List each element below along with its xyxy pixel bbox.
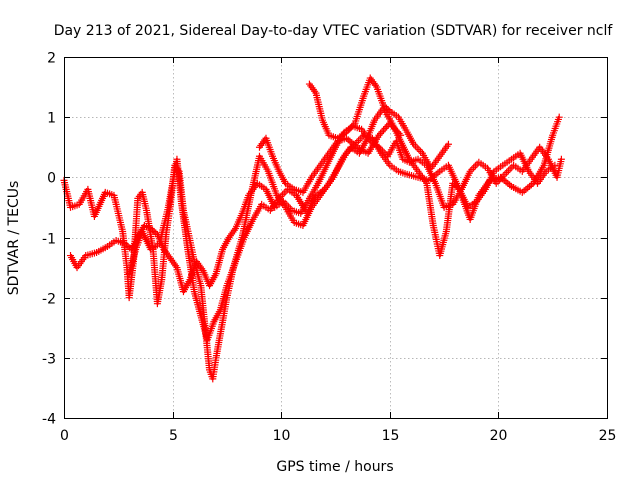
y-tick-label: 0	[47, 171, 56, 187]
data-point-fill	[150, 227, 158, 235]
data-point-fill	[395, 129, 403, 137]
data-point-fill	[392, 126, 400, 134]
data-point-fill	[384, 106, 392, 114]
series-track-b	[67, 122, 565, 296]
y-tick-label: -4	[42, 412, 56, 428]
data-point-fill	[149, 226, 157, 234]
data-point-fill	[504, 167, 512, 175]
data-point-fill	[378, 128, 386, 136]
data-point-fill	[381, 124, 389, 132]
series-track-e	[255, 119, 405, 196]
data-point-fill	[387, 121, 395, 129]
data-point-fill	[383, 104, 391, 112]
data-point-fill	[394, 128, 402, 136]
y-tick-label: -3	[42, 352, 56, 368]
series-track-c	[125, 104, 559, 344]
data-point-fill	[452, 182, 460, 190]
data-point	[386, 119, 394, 127]
x-tick-label: 15	[382, 428, 400, 444]
data-point	[379, 101, 387, 109]
data-point	[557, 155, 565, 163]
data-point-fill	[124, 243, 132, 251]
data-point	[555, 113, 563, 121]
y-tick-label: 2	[47, 51, 56, 67]
axis-ticks: 0 5 10 15 20 25 -4 -3 -2 -1 0 1 2	[42, 51, 616, 445]
data-point-fill	[454, 184, 462, 192]
data-point-fill	[355, 137, 363, 145]
y-axis-label: SDTVAR / TECUs	[6, 181, 22, 296]
y-tick-label: 1	[47, 111, 56, 127]
data-point-fill	[381, 103, 389, 111]
x-tick-label: 10	[273, 428, 291, 444]
data-point	[551, 161, 559, 169]
data-point	[397, 131, 405, 139]
data-point-fill	[376, 129, 384, 137]
data-point-fill	[390, 124, 398, 132]
data-point-fill	[503, 169, 511, 177]
data-marks	[60, 74, 565, 383]
data-point-fill	[380, 126, 388, 134]
data-point-fill	[389, 123, 397, 131]
x-tick-label: 20	[490, 428, 508, 444]
chart-title: Day 213 of 2021, Sidereal Day-to-day VTE…	[54, 23, 614, 39]
data-point	[121, 240, 129, 248]
y-tick-label: -1	[42, 232, 56, 248]
data-point-fill	[470, 164, 478, 172]
x-tick-label: 0	[60, 428, 69, 444]
data-point	[375, 131, 383, 139]
data-point-fill	[450, 181, 458, 189]
data-point-fill	[152, 229, 160, 237]
data-point-fill	[415, 146, 423, 154]
data-point-fill	[383, 123, 391, 131]
data-point	[449, 179, 457, 187]
x-axis-label: GPS time / hours	[276, 459, 393, 475]
y-tick-label: -2	[42, 292, 56, 308]
data-point-fill	[413, 144, 421, 152]
x-tick-label: 5	[169, 428, 178, 444]
data-point	[444, 140, 452, 148]
data-point-fill	[122, 241, 130, 249]
x-tick-label: 25	[599, 428, 617, 444]
data-point	[147, 224, 155, 232]
